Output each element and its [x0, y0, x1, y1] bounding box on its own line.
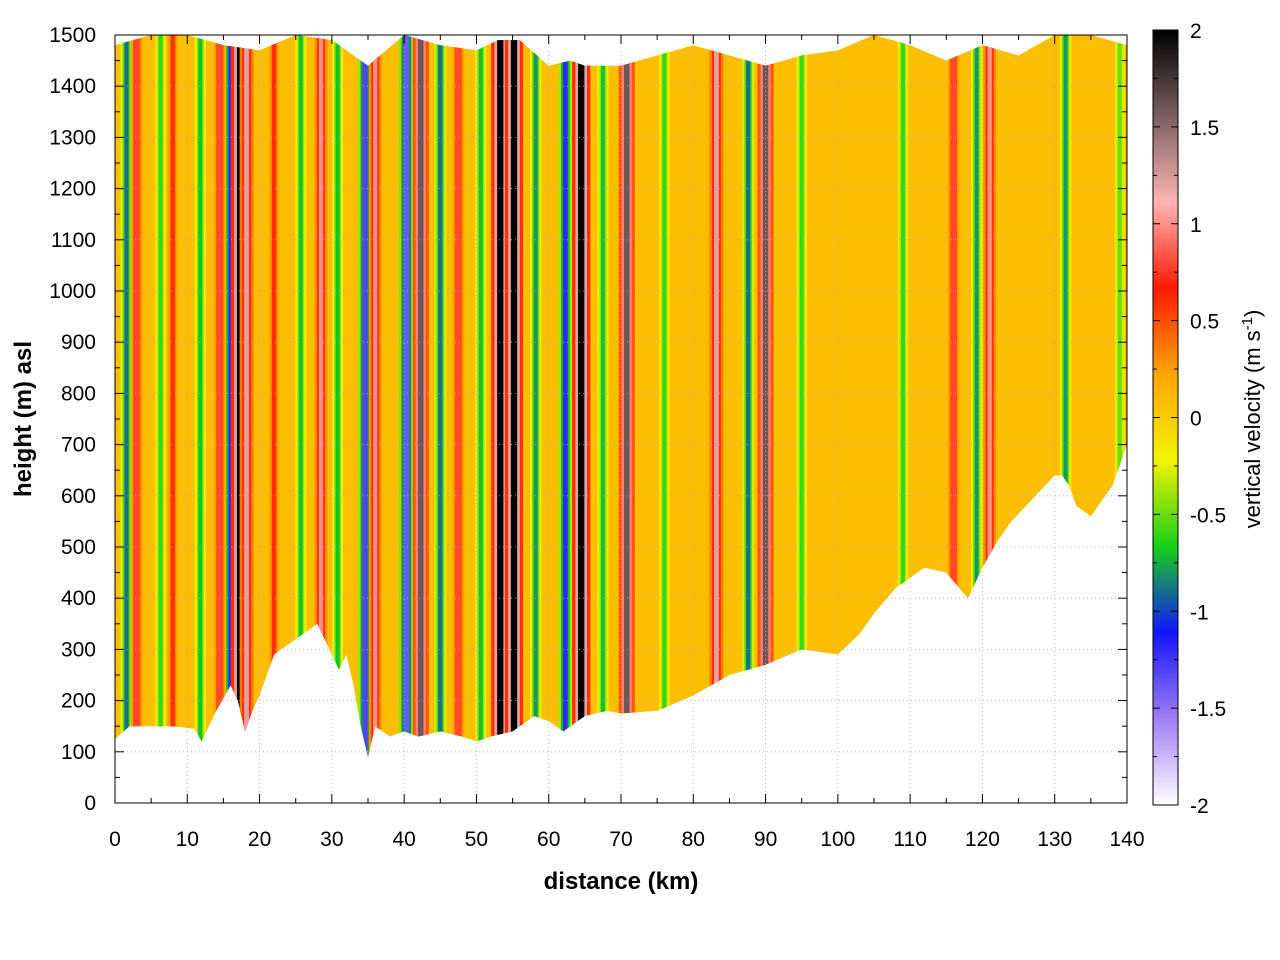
- y-tick-label: 100: [61, 741, 96, 764]
- updraft-column: [170, 35, 175, 757]
- colorbar-tick-label: 1: [1190, 214, 1202, 237]
- updraft-column: [578, 35, 585, 757]
- y-tick-label: 400: [61, 587, 96, 610]
- downdraft-column: [298, 35, 303, 757]
- x-axis-label: distance (km): [544, 868, 699, 895]
- y-tick-label: 1000: [49, 280, 96, 303]
- downdraft-column: [600, 35, 605, 757]
- downdraft-column: [438, 35, 443, 757]
- downdraft-column: [228, 35, 234, 757]
- y-tick-label: 1400: [49, 75, 96, 98]
- updraft-column: [244, 35, 249, 757]
- x-tick-label: 40: [392, 828, 415, 851]
- y-tick-label: 200: [61, 690, 96, 713]
- x-tick-label: 110: [893, 828, 926, 851]
- downdraft-column: [1063, 35, 1068, 757]
- downdraft-column: [662, 35, 667, 757]
- colorbar-label: vertical velocity (m s-1): [1239, 310, 1266, 529]
- colorbar-tick-label: -1.5: [1190, 698, 1226, 721]
- downdraft-column: [562, 35, 568, 757]
- downdraft-column: [533, 35, 538, 757]
- colorbar-label-sup: -1: [1239, 317, 1256, 330]
- downdraft-column: [158, 35, 163, 757]
- colorbar-label-main: vertical velocity (m s: [1240, 330, 1265, 528]
- x-tick-label: 120: [965, 828, 1000, 851]
- colorbar-tick-label: 0.5: [1190, 311, 1219, 334]
- downdraft-column: [198, 35, 203, 757]
- y-tick-label: 300: [61, 638, 96, 661]
- downdraft-column: [1117, 35, 1122, 757]
- colorbar-tick-label: 1.5: [1190, 117, 1219, 140]
- downdraft-column: [403, 35, 409, 757]
- x-tick-label: 20: [248, 828, 271, 851]
- downdraft-column: [746, 35, 751, 757]
- updraft-column: [318, 35, 324, 757]
- x-tick-label: 50: [465, 828, 488, 851]
- colorbar-label-close: ): [1240, 310, 1265, 317]
- y-axis-label: height (m) asl: [10, 341, 37, 497]
- downdraft-column: [478, 35, 483, 757]
- colorbar-tick-label: 0: [1190, 408, 1202, 431]
- y-tick-label: 700: [61, 434, 96, 457]
- colorbar-tick-label: -2: [1190, 795, 1209, 818]
- updraft-column: [272, 35, 277, 757]
- x-tick-label: 30: [320, 828, 343, 851]
- y-tick-label: 800: [61, 382, 96, 405]
- updraft-column: [134, 35, 139, 757]
- y-tick-label: 1200: [49, 178, 96, 201]
- colorbar-ticks: -2 -1.5 -1 -0.5 0 0.5 1 1.5 2: [1153, 20, 1226, 818]
- downdraft-column: [900, 35, 905, 757]
- downdraft-column: [799, 35, 804, 757]
- updraft-column: [497, 35, 504, 757]
- x-tick-label: 60: [537, 828, 560, 851]
- y-tick-label: 500: [61, 536, 96, 559]
- x-tick-label: 140: [1109, 828, 1144, 851]
- grid: [115, 35, 1127, 803]
- updraft-column: [714, 35, 719, 757]
- updraft-column: [951, 35, 956, 757]
- colorbar-tick-label: -0.5: [1190, 504, 1226, 527]
- colorbar: -2 -1.5 -1 -0.5 0 0.5 1 1.5 2 vertical velocity …: [1152, 20, 1266, 818]
- x-tick-label: 130: [1037, 828, 1072, 851]
- x-tick-label: 10: [176, 828, 199, 851]
- downdraft-column: [124, 35, 129, 757]
- y-tick-label: 1100: [51, 229, 96, 252]
- updraft-column: [510, 35, 518, 757]
- downdraft-column: [362, 35, 368, 757]
- y-tick-label: 600: [61, 485, 96, 508]
- x-tick-label: 0: [109, 828, 121, 851]
- colorbar-tick-label: 2: [1190, 20, 1202, 43]
- downdraft-column: [335, 35, 340, 757]
- y-tick-label: 1500: [49, 24, 96, 47]
- x-tick-label: 80: [682, 828, 705, 851]
- updraft-column: [217, 35, 222, 757]
- plot-area: 0 10 20 30 40 50 60 70 80 90 100 110 120 130 140 0 100 2…: [49, 24, 1144, 851]
- updraft-column: [418, 35, 424, 757]
- y-axis: 0 100 200 300 400 500 600 700 800 900 1000 1100 1200…: [49, 24, 1127, 815]
- y-tick-label: 1300: [49, 126, 96, 149]
- colorbar-tick-label: -1: [1190, 601, 1209, 624]
- y-tick-label: 900: [61, 331, 96, 354]
- x-tick-label: 100: [820, 828, 855, 851]
- x-tick-label: 70: [609, 828, 632, 851]
- y-tick-label: 0: [84, 792, 96, 815]
- x-axis: 0 10 20 30 40 50 60 70 80 90 100 110 120 130 140: [109, 35, 1145, 851]
- updraft-column: [624, 35, 630, 757]
- downdraft-column: [974, 35, 979, 757]
- updraft-column: [456, 35, 461, 757]
- x-tick-label: 90: [754, 828, 777, 851]
- updraft-column: [987, 35, 992, 757]
- updraft-column: [373, 35, 378, 757]
